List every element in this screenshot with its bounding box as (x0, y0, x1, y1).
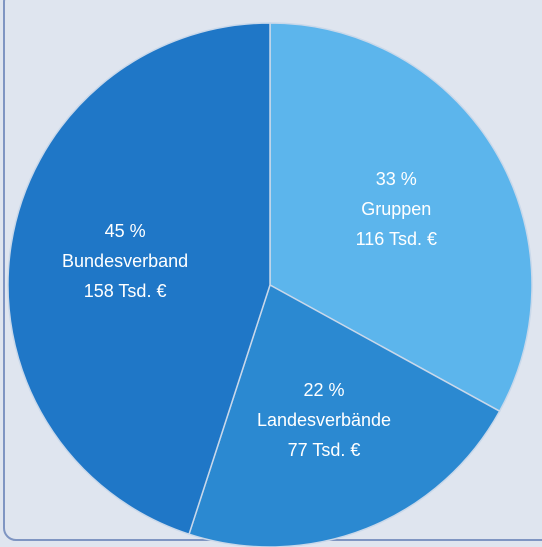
amount-label: 77 Tsd. € (288, 440, 361, 460)
category-label: Bundesverband (62, 251, 188, 271)
value-label: 33 % (376, 169, 417, 189)
value-label: 45 % (105, 221, 146, 241)
category-label: Gruppen (361, 199, 431, 219)
pie-slice (7, 22, 271, 536)
amount-label: 158 Tsd. € (84, 281, 167, 301)
pie (7, 22, 533, 547)
value-label: 22 % (303, 380, 344, 400)
pie-slice (188, 283, 501, 547)
amount-label: 116 Tsd. € (356, 229, 437, 249)
pie-slice (269, 22, 533, 413)
category-label: Landesverbände (257, 410, 391, 430)
